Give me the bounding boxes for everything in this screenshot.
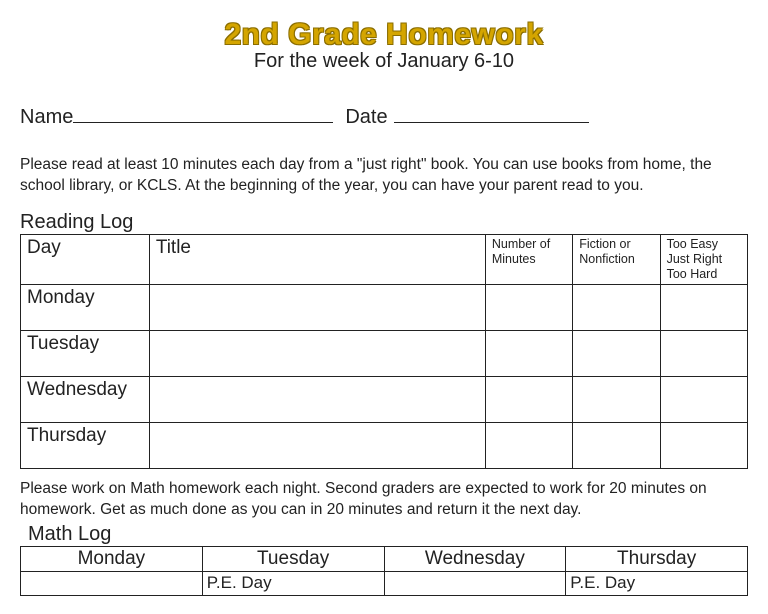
reading-instructions: Please read at least 10 minutes each day… (20, 155, 748, 197)
name-date-row: Name Date (20, 101, 748, 129)
math-log-heading: Math Log (28, 523, 748, 546)
math-instructions: Please work on Math homework each night.… (20, 479, 748, 521)
reading-log-table: Day Title Number of Minutes Fiction or N… (20, 234, 748, 469)
reading-empty-cell[interactable] (660, 330, 747, 376)
reading-header-row: Day Title Number of Minutes Fiction or N… (21, 234, 748, 284)
reading-log-heading: Reading Log (20, 211, 748, 234)
reading-empty-cell[interactable] (485, 330, 572, 376)
reading-day-cell: Monday (21, 284, 150, 330)
math-log-table: MondayTuesdayWednesdayThursday P.E. DayP… (20, 546, 748, 596)
name-label: Name (20, 106, 73, 129)
col-title: Title (149, 234, 485, 284)
reading-empty-cell[interactable] (573, 330, 660, 376)
math-cell[interactable] (384, 571, 566, 595)
reading-empty-cell[interactable] (485, 422, 572, 468)
math-data-row: P.E. Day P.E. Day (21, 571, 748, 595)
math-cell[interactable]: P.E. Day (566, 571, 748, 595)
reading-empty-cell[interactable] (149, 422, 485, 468)
reading-empty-cell[interactable] (660, 422, 747, 468)
col-fiction: Fiction or Nonfiction (573, 234, 660, 284)
reading-empty-cell[interactable] (573, 376, 660, 422)
page-title: 2nd Grade Homework (20, 18, 748, 52)
reading-row: Thursday (21, 422, 748, 468)
reading-row: Monday (21, 284, 748, 330)
math-cell[interactable]: P.E. Day (202, 571, 384, 595)
reading-day-cell: Thursday (21, 422, 150, 468)
reading-empty-cell[interactable] (660, 376, 747, 422)
reading-day-cell: Wednesday (21, 376, 150, 422)
reading-row: Wednesday (21, 376, 748, 422)
reading-empty-cell[interactable] (485, 376, 572, 422)
reading-empty-cell[interactable] (485, 284, 572, 330)
date-label: Date (345, 106, 387, 129)
date-blank[interactable] (394, 101, 589, 123)
name-blank[interactable] (73, 101, 333, 123)
col-day: Day (21, 234, 150, 284)
page-subtitle: For the week of January 6-10 (20, 50, 748, 73)
reading-empty-cell[interactable] (573, 422, 660, 468)
reading-day-cell: Tuesday (21, 330, 150, 376)
reading-empty-cell[interactable] (149, 376, 485, 422)
reading-empty-cell[interactable] (573, 284, 660, 330)
reading-row: Tuesday (21, 330, 748, 376)
reading-empty-cell[interactable] (149, 284, 485, 330)
col-level: Too Easy Just Right Too Hard (660, 234, 747, 284)
reading-empty-cell[interactable] (149, 330, 485, 376)
reading-empty-cell[interactable] (660, 284, 747, 330)
col-minutes: Number of Minutes (485, 234, 572, 284)
math-cell[interactable] (21, 571, 203, 595)
